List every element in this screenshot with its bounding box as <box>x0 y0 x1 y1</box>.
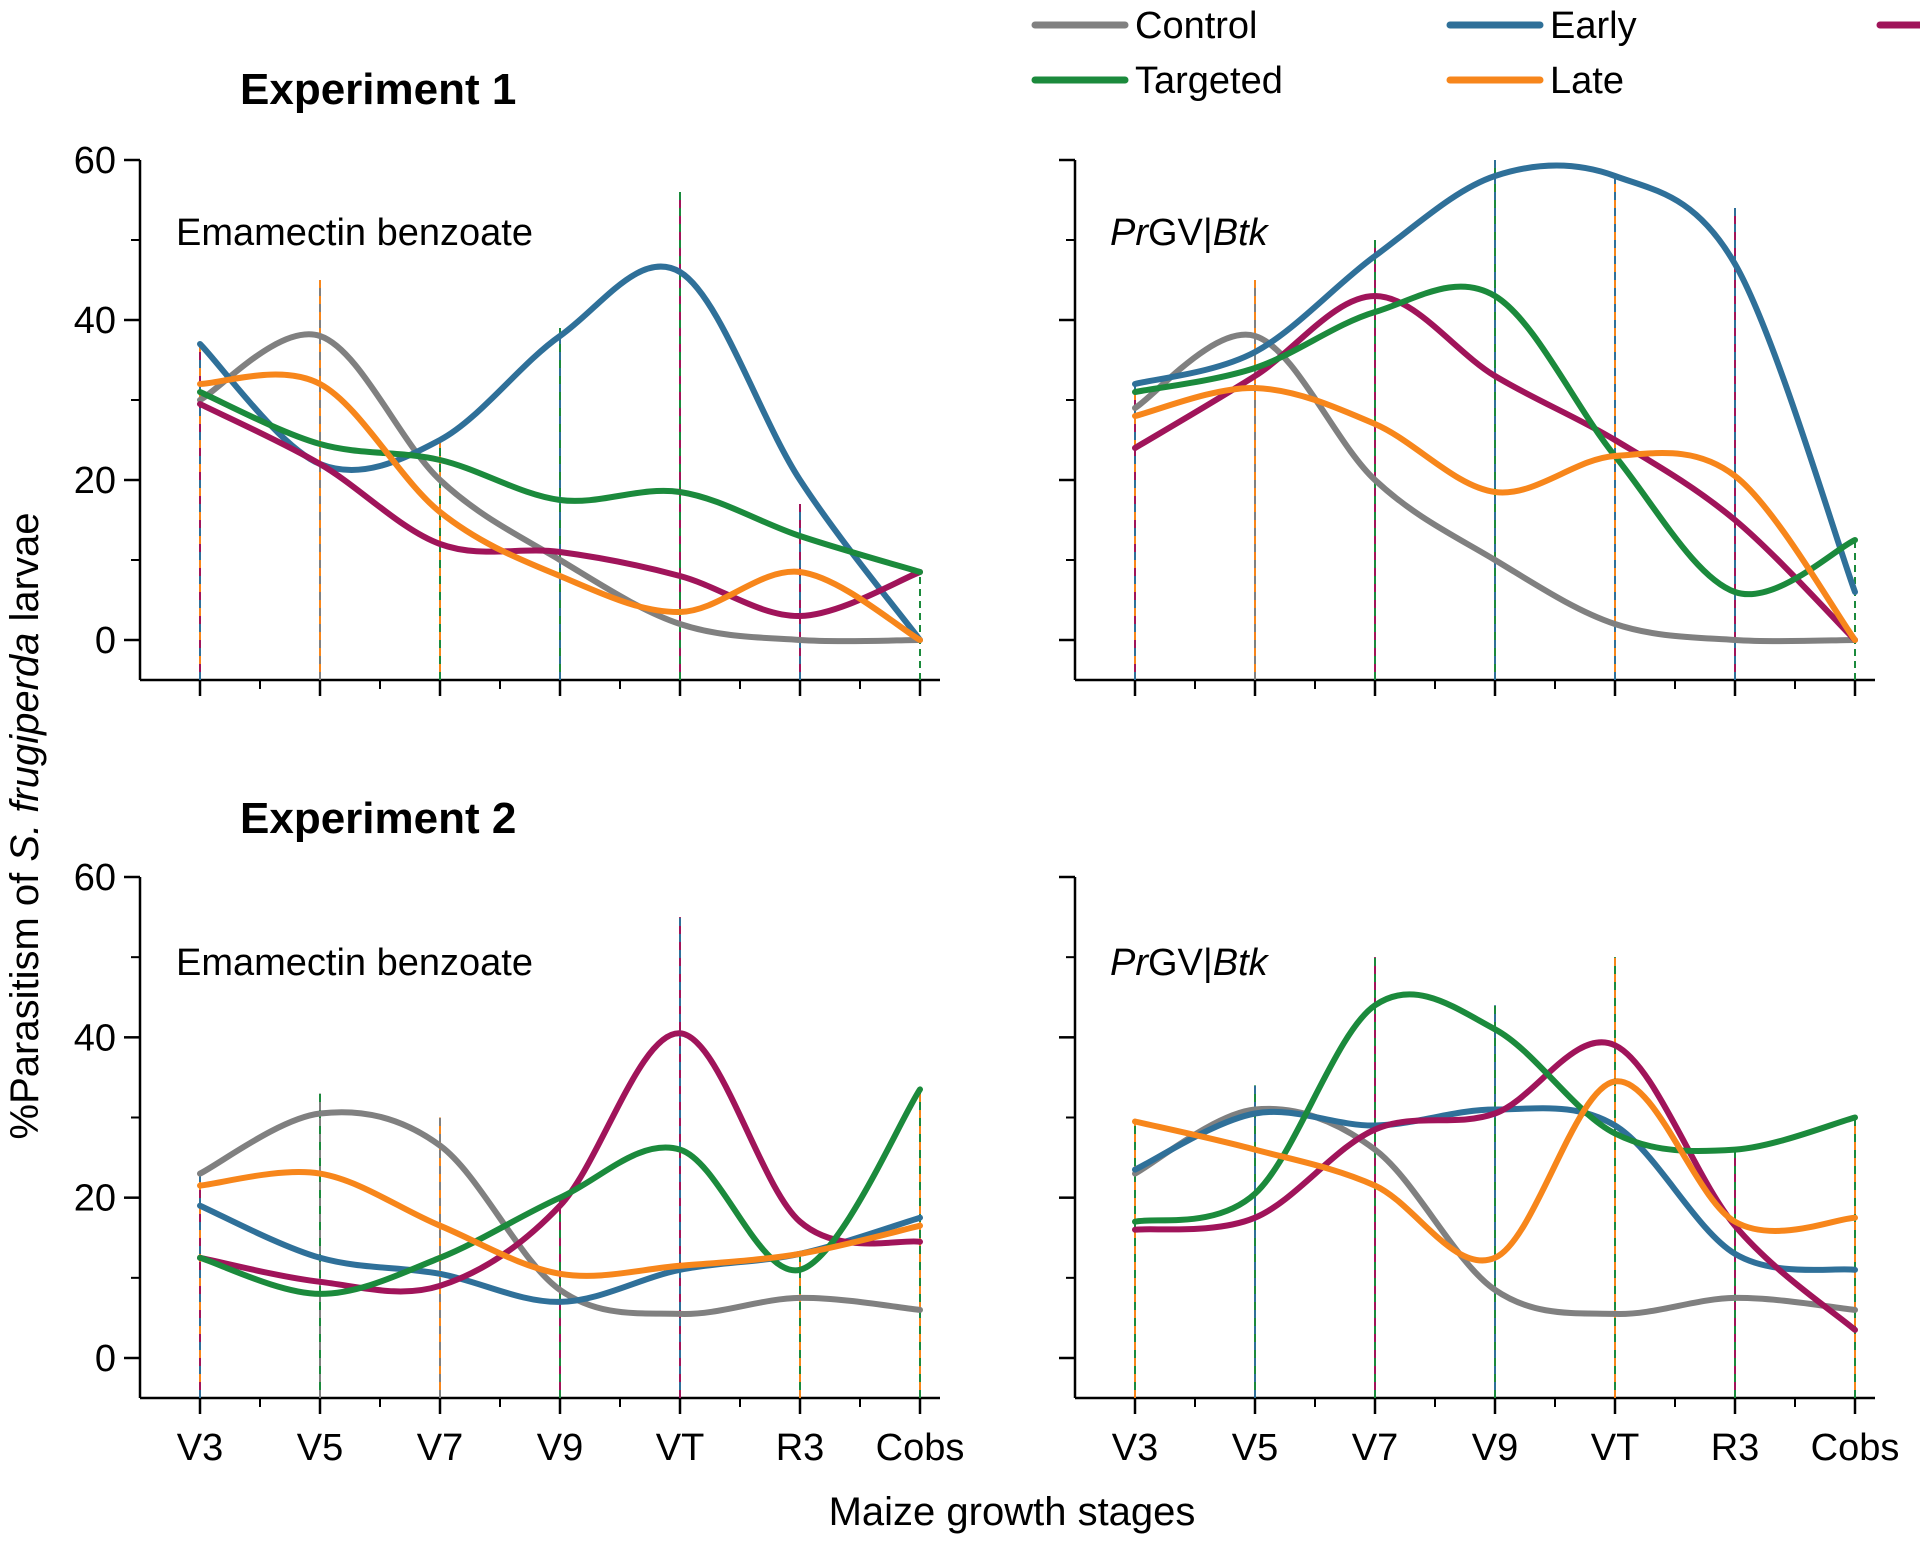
y-axis-title-part-3: larvae <box>3 513 47 633</box>
y-tick-label: 0 <box>95 620 116 662</box>
series-line-early <box>1132 162 1858 595</box>
x-tick-label: VT <box>656 1427 705 1469</box>
panel-label-part: Pr <box>1110 212 1149 254</box>
series-line-targeted <box>197 1086 923 1297</box>
series-line-early <box>1132 1105 1858 1273</box>
panel-1: Emamectin benzoate 0 20 40 60 <box>74 140 940 696</box>
x-tick-label: V7 <box>1352 1427 1398 1469</box>
panel-label-part: Pr <box>1110 942 1149 984</box>
panel-label-part: GV| <box>1148 212 1213 254</box>
y-tick-label: 20 <box>74 460 116 502</box>
y-tick-label: 20 <box>74 1178 116 1220</box>
panel-4: PrGV|Btk V3 V5 V7 V9 VT R3 Cobs <box>1059 875 1900 1469</box>
series-line-targeted <box>1132 991 1858 1225</box>
x-tick-label: R3 <box>1711 1427 1760 1469</box>
experiment-1-title: Experiment 1 <box>240 65 516 114</box>
x-tick-label: V5 <box>297 1427 343 1469</box>
series-line-control <box>197 1109 923 1317</box>
panel-2-label: PrGV|Btk <box>1110 212 1270 254</box>
series-line-targeted <box>197 389 923 575</box>
legend-label-late: Late <box>1550 60 1624 102</box>
panel-4-label: PrGV|Btk <box>1110 942 1270 984</box>
chart-panels: Emamectin benzoate0204060PrGV|BtkEmamect… <box>74 140 1900 1469</box>
y-axis-title-part-2: S. frugiperda <box>3 633 47 862</box>
panel-1-label: Emamectin benzoate <box>176 212 533 254</box>
series-line-targeted <box>1132 283 1858 598</box>
x-tick-label: Cobs <box>1811 1427 1900 1469</box>
series-line-preventive <box>197 1030 923 1295</box>
series-line-late <box>1132 384 1858 643</box>
y-tick-label: 60 <box>74 857 116 899</box>
x-tick-label: V3 <box>1112 1427 1158 1469</box>
x-tick-label: V3 <box>177 1427 223 1469</box>
x-tick-label: V9 <box>1472 1427 1518 1469</box>
y-tick-label: 40 <box>74 300 116 342</box>
legend-label-control: Control <box>1135 5 1258 47</box>
panel-3: Emamectin benzoate 0 20 40 60 V3 V5 V7 V9 VT R3 Cob… <box>74 857 965 1469</box>
series-line-late <box>197 371 923 643</box>
legend-label-targeted: Targeted <box>1135 60 1283 102</box>
panel-label-part: Emamectin benzoate <box>176 212 533 254</box>
panel-3-label: Emamectin benzoate <box>176 942 533 984</box>
x-tick-label: R3 <box>776 1427 825 1469</box>
x-tick-label: V5 <box>1232 1427 1278 1469</box>
panel-label-part: GV| <box>1148 942 1213 984</box>
series-line-control <box>1132 331 1858 645</box>
series-line-preventive <box>1132 293 1858 643</box>
legend-entry-early: Early <box>1446 5 1637 47</box>
series-line-late <box>197 1169 923 1279</box>
y-tick-label: 0 <box>95 1338 116 1380</box>
panel-2: PrGV|Btk <box>1059 158 1875 696</box>
x-tick-label: V7 <box>417 1427 463 1469</box>
panel-label-part: Emamectin benzoate <box>176 942 533 984</box>
legend-entry-control: Control <box>1031 5 1258 47</box>
x-tick-label: Cobs <box>876 1427 965 1469</box>
x-tick-label: V9 <box>537 1427 583 1469</box>
experiment-2-title: Experiment 2 <box>240 794 516 843</box>
series-line-control <box>1132 1105 1858 1317</box>
series-line-preventive <box>1132 1039 1858 1333</box>
series-line-preventive <box>197 401 923 620</box>
panel-label-part: Btk <box>1213 942 1270 984</box>
y-tick-label: 60 <box>74 140 116 182</box>
legend-entry-preventive: Preventive <box>1876 21 1920 29</box>
y-tick-label: 40 <box>74 1017 116 1059</box>
y-axis-title-part-1: %Parasitism of <box>3 862 47 1140</box>
panel-label-part: Btk <box>1213 212 1270 254</box>
legend: Control Early Preventive Targeted Late <box>1031 5 1920 102</box>
legend-entry-late: Late <box>1446 60 1624 102</box>
legend-label-early: Early <box>1550 5 1637 47</box>
x-axis-title: Maize growth stages <box>829 1490 1196 1534</box>
series-line-late <box>1132 1078 1858 1264</box>
x-tick-label: VT <box>1591 1427 1640 1469</box>
legend-entry-targeted: Targeted <box>1031 60 1283 102</box>
y-axis-title: %Parasitism of S. frugiperda larvae <box>3 513 47 1140</box>
